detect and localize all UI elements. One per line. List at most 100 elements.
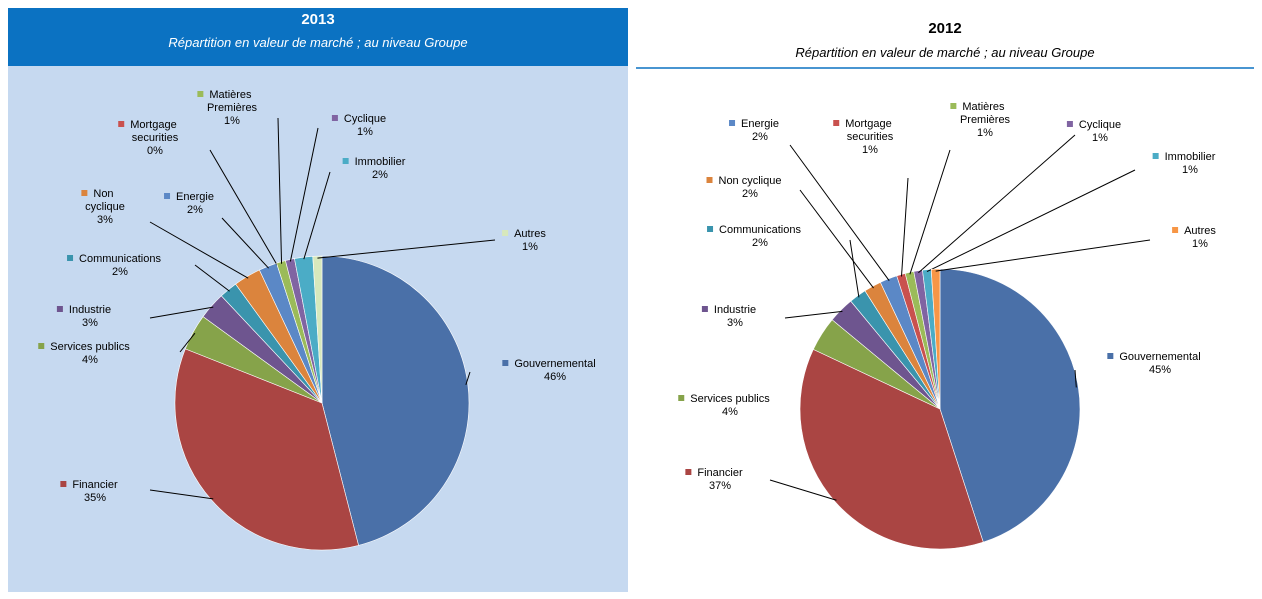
leader-line	[149, 221, 249, 279]
leader-line	[149, 489, 214, 500]
legend-marker	[118, 121, 125, 127]
leader-line	[769, 479, 837, 501]
legend-marker	[38, 343, 45, 349]
slice-label: Immobilier	[1165, 151, 1216, 163]
leader-line	[849, 239, 860, 298]
slice-label: Financier	[697, 467, 743, 479]
leader-line	[799, 189, 874, 289]
legend-marker	[1066, 121, 1073, 127]
slice-value-label: 2%	[372, 169, 388, 181]
legend-marker	[706, 177, 713, 183]
slice-label: Mortgage securities	[130, 119, 180, 144]
slice-value-label: 3%	[727, 317, 743, 329]
slice-label: Financier	[72, 479, 118, 491]
slice-label: Communications	[79, 253, 161, 265]
slice-value-label: 0%	[147, 145, 163, 157]
slice-value-label: 45%	[1149, 364, 1171, 376]
leader-line	[317, 239, 496, 259]
legend-marker	[833, 120, 840, 126]
chart-subtitle: Répartition en valeur de marché ; au niv…	[795, 45, 1094, 60]
leader-line	[303, 171, 331, 260]
slice-value-label: 2%	[752, 131, 768, 143]
legend-marker	[197, 91, 204, 97]
label-line: Matières	[962, 101, 1007, 113]
slice-value-label: 1%	[1192, 238, 1208, 250]
pie-slice	[930, 268, 941, 410]
slice-value-label: 2%	[112, 266, 128, 278]
slice-value-label: 46%	[544, 371, 566, 383]
slice-label: Autres	[1184, 225, 1216, 237]
legend-marker	[707, 226, 714, 232]
legend-marker	[502, 230, 509, 236]
legend-marker	[1152, 153, 1159, 159]
slice-value-label: 3%	[82, 317, 98, 329]
slice-label: Services publics	[50, 341, 130, 353]
label-line: Premières	[207, 102, 258, 114]
slice-value-label: 1%	[224, 115, 240, 127]
slice-label: Industrie	[69, 304, 111, 316]
leader-line	[221, 217, 269, 269]
slice-value-label: 1%	[977, 127, 993, 139]
label-line: securities	[847, 131, 894, 143]
leader-line	[918, 134, 1076, 274]
slice-label: Energie	[741, 118, 779, 130]
pie-slice	[312, 255, 323, 404]
leader-line	[209, 149, 278, 266]
slice-value-label: 1%	[522, 241, 538, 253]
slice-value-label: 1%	[1092, 132, 1108, 144]
leader-line	[194, 264, 230, 292]
slice-label: Autres	[514, 228, 546, 240]
label-line: Premières	[960, 114, 1011, 126]
legend-marker	[60, 481, 67, 487]
slice-value-label: 2%	[742, 188, 758, 200]
slice-label: Non cyclique	[85, 188, 125, 213]
leader-line	[1074, 369, 1077, 388]
slice-label: Industrie	[714, 304, 756, 316]
legend-marker	[678, 395, 685, 401]
leader-line	[277, 117, 283, 264]
label-line: Matières	[209, 89, 254, 101]
legend-marker	[701, 306, 708, 312]
slice-value-label: 3%	[97, 214, 113, 226]
legend-marker	[67, 255, 74, 261]
leader-line	[901, 177, 909, 277]
slice-value-label: 1%	[1182, 164, 1198, 176]
legend-marker	[1107, 353, 1114, 359]
slice-label: Energie	[176, 191, 214, 203]
legend-marker	[1172, 227, 1179, 233]
slice-label: Gouvernemental	[1119, 351, 1200, 363]
slice-value-label: 37%	[709, 480, 731, 492]
slice-value-label: 4%	[722, 406, 738, 418]
slice-label: Communications	[719, 224, 801, 236]
leader-line	[909, 149, 951, 275]
slice-value-label: 1%	[357, 126, 373, 138]
leader-line	[289, 127, 319, 262]
legend-marker	[729, 120, 736, 126]
slice-value-label: 35%	[84, 492, 106, 504]
slice-value-label: 2%	[187, 204, 203, 216]
slice-label: Mortgage securities	[845, 118, 895, 143]
legend-marker	[502, 360, 509, 366]
label-line: cyclique	[85, 201, 125, 213]
slice-label: Matières Premières	[207, 89, 258, 114]
leader-line	[926, 169, 1136, 273]
label-line: Non	[93, 188, 116, 200]
legend-marker	[950, 103, 957, 109]
slice-label: Immobilier	[355, 156, 406, 168]
label-line: Mortgage	[845, 118, 895, 130]
pie-slice	[321, 255, 470, 546]
leader-line	[465, 371, 471, 385]
leader-line	[789, 144, 890, 281]
leader-line	[179, 332, 196, 353]
leader-line	[935, 239, 1151, 272]
slice-value-label: 2%	[752, 237, 768, 249]
chart-title: 2012	[928, 20, 961, 37]
legend-marker	[81, 190, 88, 196]
slice-value-label: 1%	[862, 144, 878, 156]
legend-marker	[164, 193, 171, 199]
slice-value-label: 4%	[82, 354, 98, 366]
label-line: Mortgage	[130, 119, 180, 131]
slice-label: Services publics	[690, 393, 770, 405]
